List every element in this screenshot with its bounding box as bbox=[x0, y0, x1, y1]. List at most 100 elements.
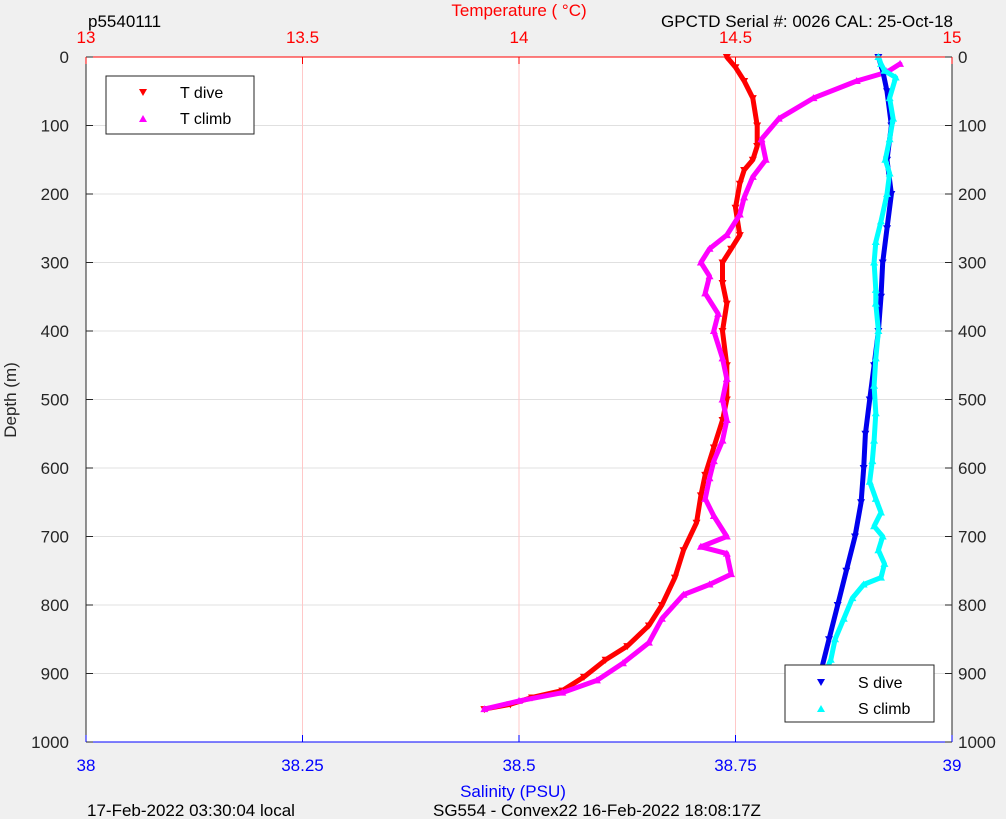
series-t-dive-point bbox=[727, 245, 736, 253]
temperature-tick-label: 14.5 bbox=[719, 28, 752, 47]
depth-tick-label-left: 600 bbox=[41, 459, 69, 478]
series-s-climb-point bbox=[883, 190, 892, 197]
temperature-axis-label: Temperature ( °C) bbox=[451, 1, 586, 20]
depth-tick-label-right: 800 bbox=[958, 596, 986, 615]
depth-tick-label-right: 300 bbox=[958, 254, 986, 273]
series-t-dive-point bbox=[670, 574, 679, 582]
series-t-climb-point bbox=[618, 659, 627, 667]
series-t-dive-point bbox=[644, 622, 653, 630]
series-t-climb-point bbox=[705, 244, 714, 252]
series-s-climb-point bbox=[859, 580, 868, 588]
series-s-dive-point bbox=[851, 533, 860, 541]
depth-tick-label-right: 500 bbox=[958, 391, 986, 410]
series-s-climb-point bbox=[870, 381, 879, 389]
series-s-climb-point bbox=[885, 135, 894, 143]
series-t-dive-point bbox=[601, 656, 610, 664]
series-s-climb-point bbox=[868, 457, 877, 465]
depth-tick-label-left: 800 bbox=[41, 596, 69, 615]
series-s-climb-point bbox=[870, 436, 879, 444]
series-t-climb-point bbox=[722, 549, 731, 557]
depth-tick-label-right: 600 bbox=[958, 459, 986, 478]
legend-t-dive-marker bbox=[139, 89, 147, 96]
series-t-climb-point bbox=[696, 258, 705, 266]
legend-salinity: S dive S climb bbox=[784, 664, 935, 723]
series-s-climb-point bbox=[874, 327, 883, 334]
series-s-climb-point bbox=[876, 59, 885, 67]
series-s-climb-point bbox=[871, 299, 880, 307]
series-t-climb-point bbox=[701, 494, 710, 502]
series-s-dive-point bbox=[861, 430, 870, 438]
series-t-climb-point bbox=[809, 94, 818, 102]
series-t-dive-point bbox=[731, 204, 740, 212]
series-t-climb-point bbox=[709, 327, 718, 334]
series-s-dive-point bbox=[842, 567, 851, 575]
series-s-climb-point bbox=[865, 477, 874, 485]
salinity-tick-label: 38 bbox=[77, 756, 96, 775]
series-t-climb-point bbox=[644, 638, 653, 646]
series-s-dive-point bbox=[865, 396, 874, 404]
series-t-climb-point bbox=[718, 436, 727, 444]
legend-t-climb-marker bbox=[139, 115, 147, 122]
series-s-climb-point bbox=[885, 94, 894, 102]
series-s-climb-point bbox=[831, 635, 840, 643]
series-s-climb-point bbox=[870, 522, 879, 530]
temperature-tick-label: 13 bbox=[77, 28, 96, 47]
series-t-climb-point bbox=[748, 172, 757, 180]
legend-s-dive-marker bbox=[817, 679, 825, 686]
series-t-climb-point bbox=[718, 354, 727, 362]
series-t-climb-point bbox=[722, 231, 731, 239]
depth-tick-label-left: 700 bbox=[41, 528, 69, 547]
salinity-tick-label: 38.75 bbox=[714, 756, 757, 775]
series-s-climb-point bbox=[839, 614, 848, 622]
series-t-climb-point bbox=[852, 76, 861, 84]
series-s-climb-point bbox=[880, 66, 889, 74]
series-s-dive-point bbox=[859, 465, 868, 472]
series-s-climb-point bbox=[871, 409, 880, 417]
series-t-dive-point bbox=[718, 280, 727, 288]
temperature-tick-label: 14 bbox=[510, 28, 529, 47]
salinity-tick-label: 38.5 bbox=[502, 756, 535, 775]
series-t-climb-point bbox=[592, 676, 601, 684]
depth-tick-label-left: 200 bbox=[41, 185, 69, 204]
legend-t-dive-label: T dive bbox=[180, 85, 223, 102]
series-s-climb-point bbox=[881, 155, 890, 163]
series-t-dive-point bbox=[748, 156, 757, 164]
legend-s-climb-label: S climb bbox=[858, 701, 911, 718]
series-t-dive-point bbox=[753, 143, 762, 151]
series-s-dive-point bbox=[883, 88, 892, 96]
series-t-climb-point bbox=[740, 193, 749, 201]
legend-s-dive-label: S dive bbox=[858, 675, 903, 692]
depth-tick-label-right: 100 bbox=[958, 117, 986, 136]
depth-tick-label-right: 200 bbox=[958, 185, 986, 204]
series-t-dive-point bbox=[579, 673, 588, 681]
series-t-climb-point bbox=[718, 395, 727, 403]
series-s-dive-point bbox=[857, 499, 866, 507]
series-s-climb-point bbox=[876, 573, 885, 581]
series-s-climb-point bbox=[891, 73, 900, 81]
series-t-dive-point bbox=[679, 547, 688, 555]
series-s-climb-point bbox=[870, 258, 879, 266]
series-s-dive-point bbox=[883, 225, 892, 233]
series-t-dive-point bbox=[722, 300, 731, 308]
series-s-climb-point bbox=[878, 532, 887, 540]
series-t-dive-point bbox=[740, 77, 749, 85]
series-t-climb-point bbox=[722, 416, 731, 424]
series-t-dive-point bbox=[718, 259, 727, 267]
series-t-climb-point bbox=[714, 309, 723, 317]
series-t-dive-point bbox=[692, 519, 701, 527]
series-s-climb-point bbox=[880, 559, 889, 567]
footer-local-time: 17-Feb-2022 03:30:04 local bbox=[87, 801, 295, 819]
series-t-climb-point bbox=[722, 532, 731, 540]
series-t-dive-point bbox=[731, 64, 740, 72]
depth-tick-label-right: 1000 bbox=[958, 733, 996, 752]
series-t-dive-point bbox=[701, 471, 710, 479]
series-s-dive-point bbox=[825, 636, 834, 644]
series-t-dive-point bbox=[718, 328, 727, 335]
series-t-dive-point bbox=[735, 232, 744, 240]
series-s-climb-point bbox=[871, 285, 880, 293]
salinity-tick-label: 39 bbox=[943, 756, 962, 775]
series-t-climb-point bbox=[735, 210, 744, 218]
depth-tick-label-left: 100 bbox=[41, 117, 69, 136]
series-t-climb-point bbox=[774, 114, 783, 122]
